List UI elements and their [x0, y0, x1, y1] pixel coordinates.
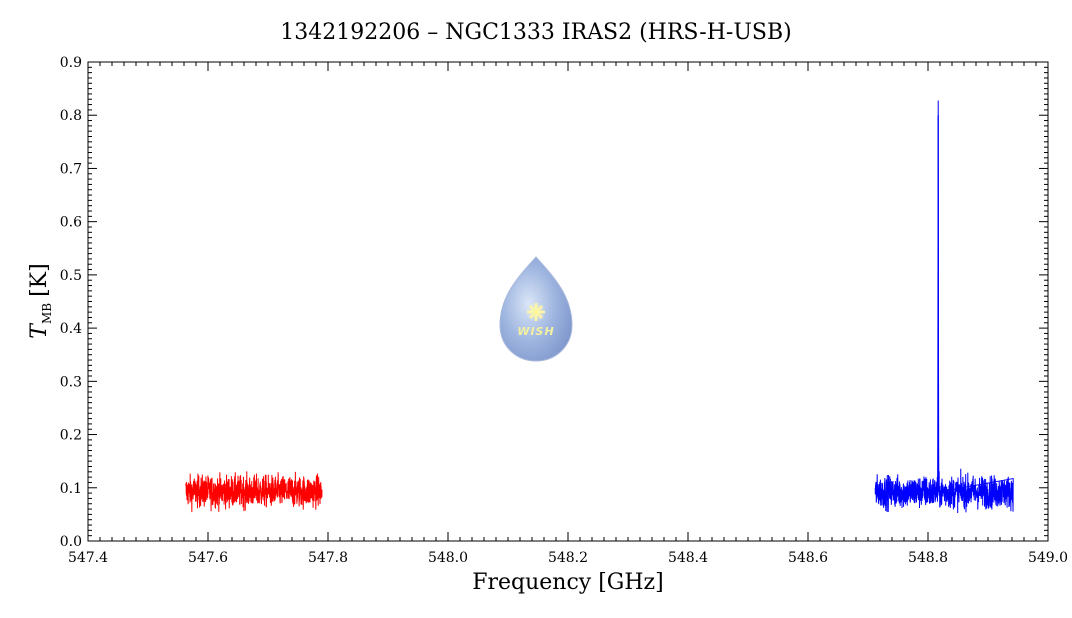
x-tick-label: 547.4 [68, 550, 108, 566]
y-axis-subscript: MB [40, 303, 54, 324]
y-tick-label: 0.7 [60, 161, 82, 177]
y-axis-title: TMB [K] [27, 263, 54, 338]
x-tick-labels: 547.4 547.6 547.8 548.0 548.2 548.4 548.6 548.8… [68, 550, 1068, 566]
x-tick-label: 548.0 [428, 550, 468, 566]
y-tick-label: 0.2 [60, 428, 82, 444]
x-tick-label: 548.2 [548, 550, 588, 566]
series-layer [185, 100, 1014, 514]
plot-frame [87, 61, 1049, 542]
spectrum-series-1 [185, 471, 323, 513]
wish-logo: WISH [499, 256, 573, 362]
x-tick-label: 548.8 [908, 550, 948, 566]
y-tick-label: 0.0 [60, 534, 82, 550]
logo-text: WISH [517, 325, 554, 338]
x-tick-label: 548.4 [668, 550, 708, 566]
y-tick-label: 0.9 [60, 55, 82, 71]
y-tick-label: 0.6 [60, 215, 82, 231]
y-tick-label: 0.4 [60, 321, 82, 337]
y-tick-label: 0.5 [60, 268, 82, 284]
x-axis-title: Frequency [GHz] [472, 570, 664, 595]
y-tick-labels: 0.0 0.1 0.2 0.3 0.4 0.5 0.6 0.7 0.8 0.9 [60, 55, 82, 550]
y-tick-label: 0.3 [60, 374, 82, 390]
minor-ticks [88, 62, 1048, 541]
y-axis-symbol: T [27, 322, 52, 339]
y-axis-unit: [K] [27, 263, 52, 297]
svg-text:TMB[K]: TMB [K] [27, 263, 54, 338]
x-tick-label: 547.6 [188, 550, 228, 566]
star-icon [527, 303, 545, 321]
x-tick-label: 549.0 [1028, 550, 1068, 566]
y-tick-label: 0.1 [60, 481, 82, 497]
chart-title: 1342192206 – NGC1333 IRAS2 (HRS-H-USB) [280, 20, 791, 45]
y-tick-label: 0.8 [60, 108, 82, 124]
spectrum-series-2 [874, 100, 1014, 514]
x-tick-label: 547.8 [308, 550, 348, 566]
x-tick-label: 548.6 [788, 550, 828, 566]
